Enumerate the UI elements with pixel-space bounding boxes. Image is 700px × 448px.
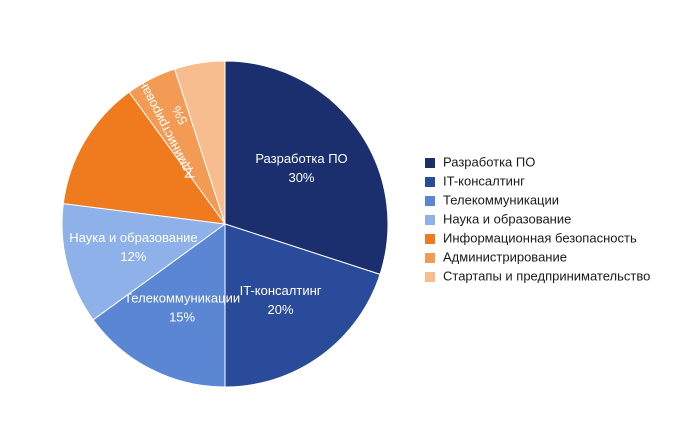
pie-slice	[61, 203, 227, 321]
slice-name: Разработка ПО	[255, 151, 347, 166]
pie-slice	[224, 60, 389, 276]
slice-label: IT-консалтинг 20%	[240, 283, 322, 317]
pie-slice	[92, 223, 226, 388]
slice-label: Телекоммуникации 15%	[124, 291, 240, 325]
legend-label: Администрирование	[443, 249, 567, 264]
slice-label: Разработка ПО 30%	[255, 151, 347, 185]
legend-swatch	[425, 253, 435, 263]
legend-label: Наука и образование	[443, 211, 571, 226]
slice-name: IT-консалтинг	[240, 283, 322, 298]
pie-slice	[173, 60, 226, 225]
legend-swatch	[425, 177, 435, 187]
legend-swatch	[425, 272, 435, 282]
legend-label: Разработка ПО	[443, 154, 535, 169]
pie-slice	[224, 223, 381, 388]
slice-value: 20%	[268, 302, 294, 317]
slice-value: 12%	[120, 249, 146, 264]
slice-value: 30%	[288, 170, 314, 185]
legend-label: IT-консалтинг	[443, 173, 525, 188]
slice-name: Телекоммуникации	[124, 291, 240, 306]
legend-swatch	[425, 215, 435, 225]
legend-swatch	[425, 158, 435, 168]
pie-slice	[62, 91, 227, 225]
slice-value: 15%	[169, 310, 195, 325]
legend-label: Стартапы и предпринимательство	[443, 268, 650, 283]
legend-label: Телекоммуникации	[443, 192, 559, 207]
legend-swatch	[425, 234, 435, 244]
slice-label: Наука и образование 12%	[69, 230, 197, 264]
legend-label: Информационная безопасность	[443, 230, 637, 245]
slice-name: Наука и образование	[69, 230, 197, 245]
legend-swatch	[425, 196, 435, 206]
